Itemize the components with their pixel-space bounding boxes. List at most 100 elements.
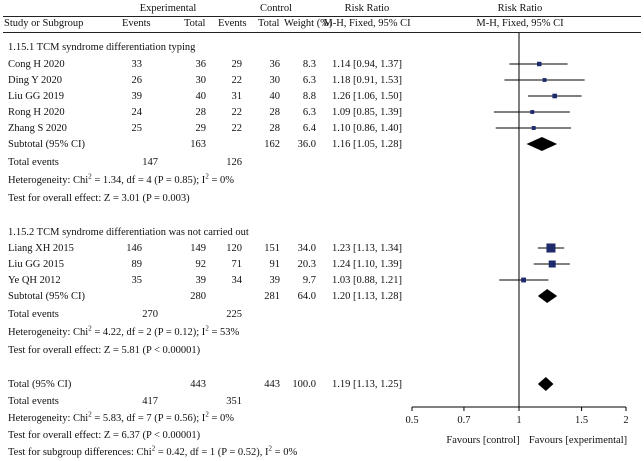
effect-marker xyxy=(546,243,556,253)
pooled-diamond xyxy=(537,289,558,303)
exp-events: 25 xyxy=(131,123,143,134)
exp-total: 39 xyxy=(195,275,207,286)
ctrl-events-header: Events xyxy=(218,18,247,29)
ctrl-total-header: Total xyxy=(258,18,280,29)
forest-method-header: M-H, Fixed, 95% CI xyxy=(476,18,564,29)
total-events-label: Total events xyxy=(8,396,59,407)
effect-marker xyxy=(548,260,556,268)
total-label: Total (95% CI) xyxy=(8,379,72,390)
x-tick-label: 2 xyxy=(623,415,628,426)
total-events-label: Total events xyxy=(8,157,59,168)
study-name: Liu GG 2015 xyxy=(8,259,64,270)
weight: 8.3 xyxy=(302,59,316,70)
ctrl-events: 120 xyxy=(226,243,242,254)
exp-events: 146 xyxy=(126,243,142,254)
ctrl-events: 22 xyxy=(231,75,243,86)
effect-marker xyxy=(542,78,547,82)
ctrl-events: 71 xyxy=(231,259,243,270)
ctrl-total: 281 xyxy=(264,291,280,302)
risk-ratio-ci: 1.20 [1.13, 1.28] xyxy=(332,291,402,302)
exp-events: 147 xyxy=(142,157,158,168)
risk-ratio-ci: 1.19 [1.13, 1.25] xyxy=(332,379,402,390)
risk-ratio-ci: 1.16 [1.05, 1.28] xyxy=(332,139,402,150)
risk-ratio-ci: 1.14 [0.94, 1.37] xyxy=(332,59,402,70)
effect-marker xyxy=(530,110,535,114)
method-header: M-H, Fixed, 95% CI xyxy=(323,18,411,29)
exp-events: 33 xyxy=(131,59,143,70)
exp-total: 28 xyxy=(195,107,207,118)
heterogeneity-text: Heterogeneity: Chi2 = 1.34, df = 4 (P = … xyxy=(8,172,234,186)
weight: 8.8 xyxy=(302,91,316,102)
weight: 64.0 xyxy=(297,291,316,302)
effect-marker xyxy=(521,277,526,283)
exp-events-header: Events xyxy=(122,18,151,29)
experimental-header: Experimental xyxy=(139,3,197,14)
weight: 20.3 xyxy=(297,259,316,270)
subgroup-differences-text: Test for subgroup differences: Chi2 = 0.… xyxy=(8,444,298,458)
ctrl-events: 126 xyxy=(226,157,242,168)
pooled-diamond xyxy=(537,377,554,391)
ctrl-events: 225 xyxy=(226,309,242,320)
control-header: Control xyxy=(259,3,293,14)
ctrl-total: 40 xyxy=(269,91,281,102)
risk-ratio-ci: 1.23 [1.13, 1.34] xyxy=(332,243,402,254)
total-events-label: Total events xyxy=(8,309,59,320)
ctrl-total: 162 xyxy=(264,139,280,150)
ctrl-total: 28 xyxy=(269,107,281,118)
ctrl-events: 351 xyxy=(226,396,242,407)
ctrl-events: 22 xyxy=(231,123,243,134)
overall-effect-text: Test for overall effect: Z = 6.37 (P < 0… xyxy=(8,430,201,441)
header-rule-bottom xyxy=(3,32,641,33)
overall-effect-text: Test for overall effect: Z = 3.01 (P = 0… xyxy=(8,193,190,204)
exp-total-header: Total xyxy=(184,18,206,29)
risk-ratio-ci: 1.18 [0.91, 1.53] xyxy=(332,75,402,86)
risk-ratio-ci: 1.24 [1.10, 1.39] xyxy=(332,259,402,270)
exp-events: 417 xyxy=(142,396,158,407)
study-name: Cong H 2020 xyxy=(8,59,65,70)
exp-total: 443 xyxy=(190,379,206,390)
ctrl-total: 151 xyxy=(264,243,280,254)
x-tick-label: 0.5 xyxy=(405,415,418,426)
study-name: Ye QH 2012 xyxy=(8,275,61,286)
heterogeneity-text: Heterogeneity: Chi2 = 4.22, df = 2 (P = … xyxy=(8,324,240,338)
risk-ratio-ci: 1.03 [0.88, 1.21] xyxy=(332,275,402,286)
forest-risk-ratio-header: Risk Ratio xyxy=(497,3,543,14)
x-tick-label: 1.5 xyxy=(575,415,588,426)
risk-ratio-ci: 1.10 [0.86, 1.40] xyxy=(332,123,402,134)
favours-control-label: Favours [control] xyxy=(446,435,519,446)
study-name: Rong H 2020 xyxy=(8,107,65,118)
subgroup-1-title: 1.15.1 TCM syndrome differentiation typi… xyxy=(8,42,196,53)
ctrl-total: 443 xyxy=(264,379,280,390)
ctrl-total: 28 xyxy=(269,123,281,134)
exp-total: 149 xyxy=(190,243,206,254)
weight: 36.0 xyxy=(297,139,316,150)
effect-marker xyxy=(531,126,536,130)
pooled-diamond xyxy=(526,137,558,151)
x-tick-label: 0.7 xyxy=(457,415,470,426)
heterogeneity-text: Heterogeneity: Chi2 = 5.83, df = 7 (P = … xyxy=(8,410,234,424)
header-rule-top xyxy=(3,16,641,17)
exp-total: 30 xyxy=(195,75,207,86)
exp-total: 92 xyxy=(195,259,207,270)
exp-total: 40 xyxy=(195,91,207,102)
subgroup-2-title: 1.15.2 TCM syndrome differentiation was … xyxy=(8,227,249,238)
study-column-header: Study or Subgroup xyxy=(4,18,84,29)
exp-total: 29 xyxy=(195,123,207,134)
ctrl-total: 91 xyxy=(269,259,281,270)
risk-ratio-ci: 1.09 [0.85, 1.39] xyxy=(332,107,402,118)
ctrl-total: 30 xyxy=(269,75,281,86)
study-name: Zhang S 2020 xyxy=(8,123,67,134)
exp-events: 270 xyxy=(142,309,158,320)
risk-ratio-header: Risk Ratio xyxy=(344,3,390,14)
ctrl-total: 36 xyxy=(269,59,281,70)
exp-total: 36 xyxy=(195,59,207,70)
exp-events: 24 xyxy=(131,107,143,118)
ctrl-events: 29 xyxy=(231,59,243,70)
weight: 100.0 xyxy=(292,379,316,390)
weight: 6.4 xyxy=(302,123,316,134)
study-name: Liang XH 2015 xyxy=(8,243,74,254)
exp-total: 280 xyxy=(190,291,206,302)
favours-experimental-label: Favours [experimental] xyxy=(529,435,627,446)
weight: 6.3 xyxy=(302,75,316,86)
